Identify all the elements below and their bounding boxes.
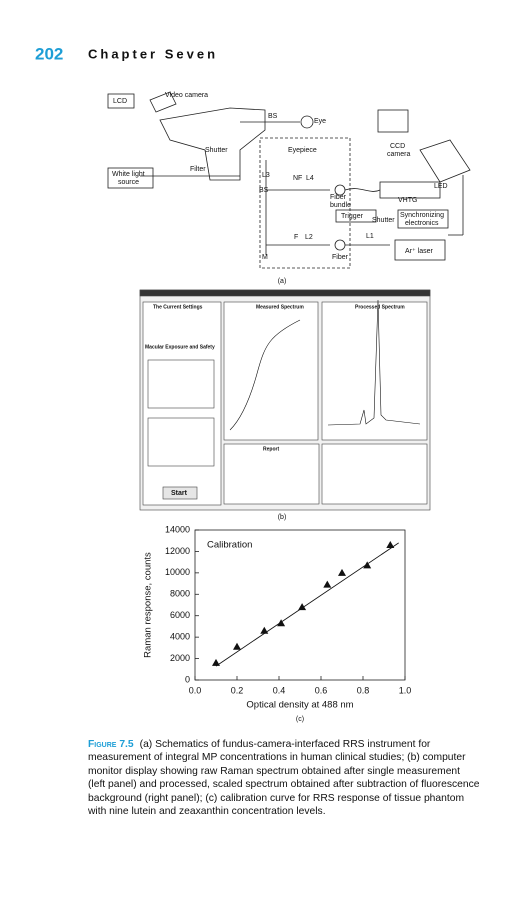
page-number: 202 [35, 44, 63, 63]
label: Macular Exposure and Safety [145, 344, 215, 350]
fit-line [215, 542, 399, 667]
label: F [294, 234, 298, 241]
label: L3 [262, 172, 270, 179]
label: Eye [314, 118, 326, 125]
chart-title: Calibration [207, 540, 252, 551]
label: Video camera [165, 92, 208, 99]
panel-tag: (c) [296, 716, 304, 723]
label: LED [434, 183, 448, 190]
label: L1 [366, 233, 374, 240]
label: Fiber [332, 254, 349, 261]
x-axis-label: Optical density at 488 nm [246, 700, 353, 711]
chapter-title: Chapter Seven [88, 46, 218, 61]
screenshot-labels: The Current Settings Macular Exposure an… [145, 304, 405, 497]
x-tick-label: 0.8 [357, 685, 370, 695]
label: BS [259, 187, 269, 194]
data-point [338, 568, 346, 576]
y-tick-label: 12000 [165, 546, 190, 556]
label: L4 [306, 175, 314, 182]
label: Report [263, 446, 279, 452]
label: The Current Settings [153, 304, 203, 310]
label: CCD [390, 143, 405, 150]
data-point [277, 619, 286, 627]
x-tick-label: 1.0 [399, 685, 412, 695]
data-point [298, 603, 307, 611]
y-tick-label: 6000 [170, 610, 190, 620]
software-screenshot [139, 289, 431, 511]
label: bundle [330, 202, 351, 209]
data-point [386, 541, 395, 548]
data-point [363, 561, 372, 569]
label: Shutter [372, 217, 395, 224]
label: electronics [405, 220, 439, 227]
y-axis-label: Raman response, counts [143, 552, 154, 658]
y-tick-label: 8000 [170, 589, 190, 599]
plot-frame [194, 529, 406, 681]
y-tick-label: 0 [185, 674, 190, 684]
panel-tag: (b) [278, 514, 287, 521]
caption-text: (a) Schematics of fundus-camera-interfac… [88, 739, 480, 818]
schematic [107, 91, 471, 269]
label: White light [112, 171, 145, 178]
y-tick-label: 10000 [165, 567, 190, 577]
label: Synchronizing [400, 212, 444, 219]
caption: Figure 7.5 (a) Schematics of fundus-camer… [88, 738, 480, 818]
label: BS [268, 113, 278, 120]
data-point [323, 580, 332, 588]
data-point [260, 626, 269, 634]
y-tick-label: 14000 [165, 524, 190, 534]
label: Processed Spectrum [355, 304, 405, 310]
label: Shutter [205, 147, 228, 154]
label: LCD [113, 98, 127, 105]
x-tick-label: 0.4 [273, 685, 286, 695]
x-tick-label: 0.0 [189, 685, 202, 695]
label: Trigger [341, 213, 364, 220]
panel-tag: (a) [278, 278, 287, 285]
label: L2 [305, 234, 313, 241]
y-tick-label: 2000 [170, 653, 190, 663]
label: NF [293, 175, 302, 182]
label: Ar⁺ laser [405, 248, 433, 255]
button: Start [171, 490, 188, 497]
y-tick-label: 4000 [170, 632, 190, 642]
label: M [262, 254, 268, 261]
label: Filter [190, 166, 206, 173]
label: VHTG [398, 197, 417, 204]
data-point [233, 642, 241, 650]
figure: 202 Chapter Seven LCD Video camera BS Ey… [35, 44, 471, 723]
x-tick-label: 0.6 [315, 685, 328, 695]
x-tick-label: 0.2 [231, 685, 244, 695]
label: Eyepiece [288, 147, 317, 154]
label: Measured Spectrum [256, 304, 304, 310]
calibration-chart: Calibration Optical density at 488 nm Ra… [143, 524, 412, 710]
label: source [118, 179, 139, 186]
label: camera [387, 151, 410, 158]
schematic-labels: LCD Video camera BS Eye Shutter Eyepiece… [112, 92, 448, 261]
label: Fiber [330, 194, 347, 201]
figure-label: Figure 7.5 [88, 739, 134, 750]
data-point [212, 658, 220, 666]
